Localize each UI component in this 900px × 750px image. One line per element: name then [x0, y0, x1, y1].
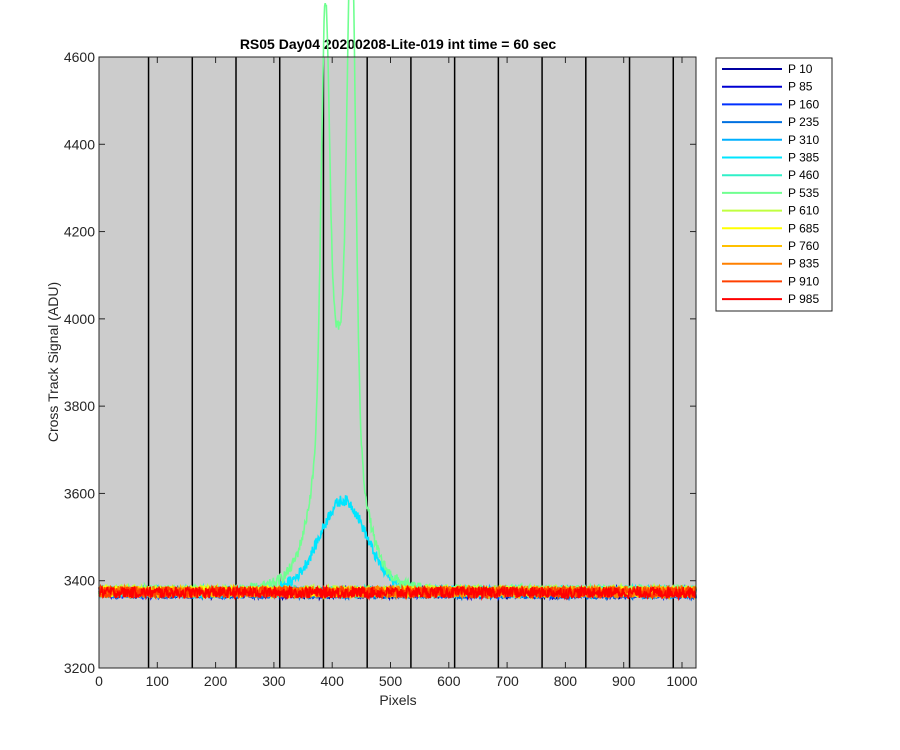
legend-entry-label: P 310 [788, 133, 819, 147]
legend-entry-label: P 235 [788, 115, 819, 129]
x-tick-label: 100 [146, 673, 170, 689]
legend-entry-label: P 535 [788, 186, 819, 200]
vertical-marker-lines [147, 57, 675, 668]
plot-area [99, 57, 696, 668]
y-tick-label: 3200 [64, 660, 95, 676]
x-tick-label: 0 [95, 673, 103, 689]
legend-entry-label: P 910 [788, 274, 819, 288]
x-tick-label: 500 [379, 673, 403, 689]
y-tick-label: 3600 [64, 485, 95, 501]
x-tick-label: 700 [495, 673, 519, 689]
legend-entry-label: P 835 [788, 257, 819, 271]
y-axis-label: Cross Track Signal (ADU) [45, 282, 61, 442]
legend-entry-label: P 385 [788, 151, 819, 165]
x-tick-label: 900 [612, 673, 636, 689]
legend-entry-label: P 460 [788, 168, 819, 182]
legend-entry-label: P 610 [788, 204, 819, 218]
legend-entry-label: P 760 [788, 239, 819, 253]
x-tick-label: 300 [262, 673, 286, 689]
y-tick-label: 3400 [64, 573, 95, 589]
legend-entry-label: P 10 [788, 62, 813, 76]
x-tick-label: 600 [437, 673, 461, 689]
chart-title: RS05 Day04 20200208-Lite-019 int time = … [240, 36, 557, 52]
y-tick-label: 4400 [64, 136, 95, 152]
legend-entry-label: P 985 [788, 292, 819, 306]
series-line-p985 [98, 584, 697, 602]
x-tick-label: 200 [204, 673, 228, 689]
legend-box [715, 57, 833, 312]
x-tick-label: 800 [554, 673, 578, 689]
x-axis: 0 100 200 300 400 500 600 700 800 900 1000 [95, 57, 698, 689]
legend: P 10 P 85 P 160 P 235 P 310 P 385 P 460 P 535 P … [715, 57, 833, 312]
x-tick-label: 1000 [666, 673, 697, 689]
y-axis: 3200 3400 3600 3800 4000 4200 4400 4600 [64, 49, 696, 676]
legend-entry-label: P 685 [788, 221, 819, 235]
y-tick-label: 4200 [64, 224, 95, 240]
y-tick-label: 4000 [64, 311, 95, 327]
legend-entry-label: P 160 [788, 97, 819, 111]
y-tick-label: 4600 [64, 49, 95, 65]
legend-entry-label: P 85 [788, 80, 813, 94]
x-tick-label: 400 [321, 673, 345, 689]
y-tick-label: 3800 [64, 398, 95, 414]
x-axis-label: Pixels [379, 692, 416, 708]
series-lines [98, 0, 697, 602]
plot-frame [98, 56, 697, 669]
